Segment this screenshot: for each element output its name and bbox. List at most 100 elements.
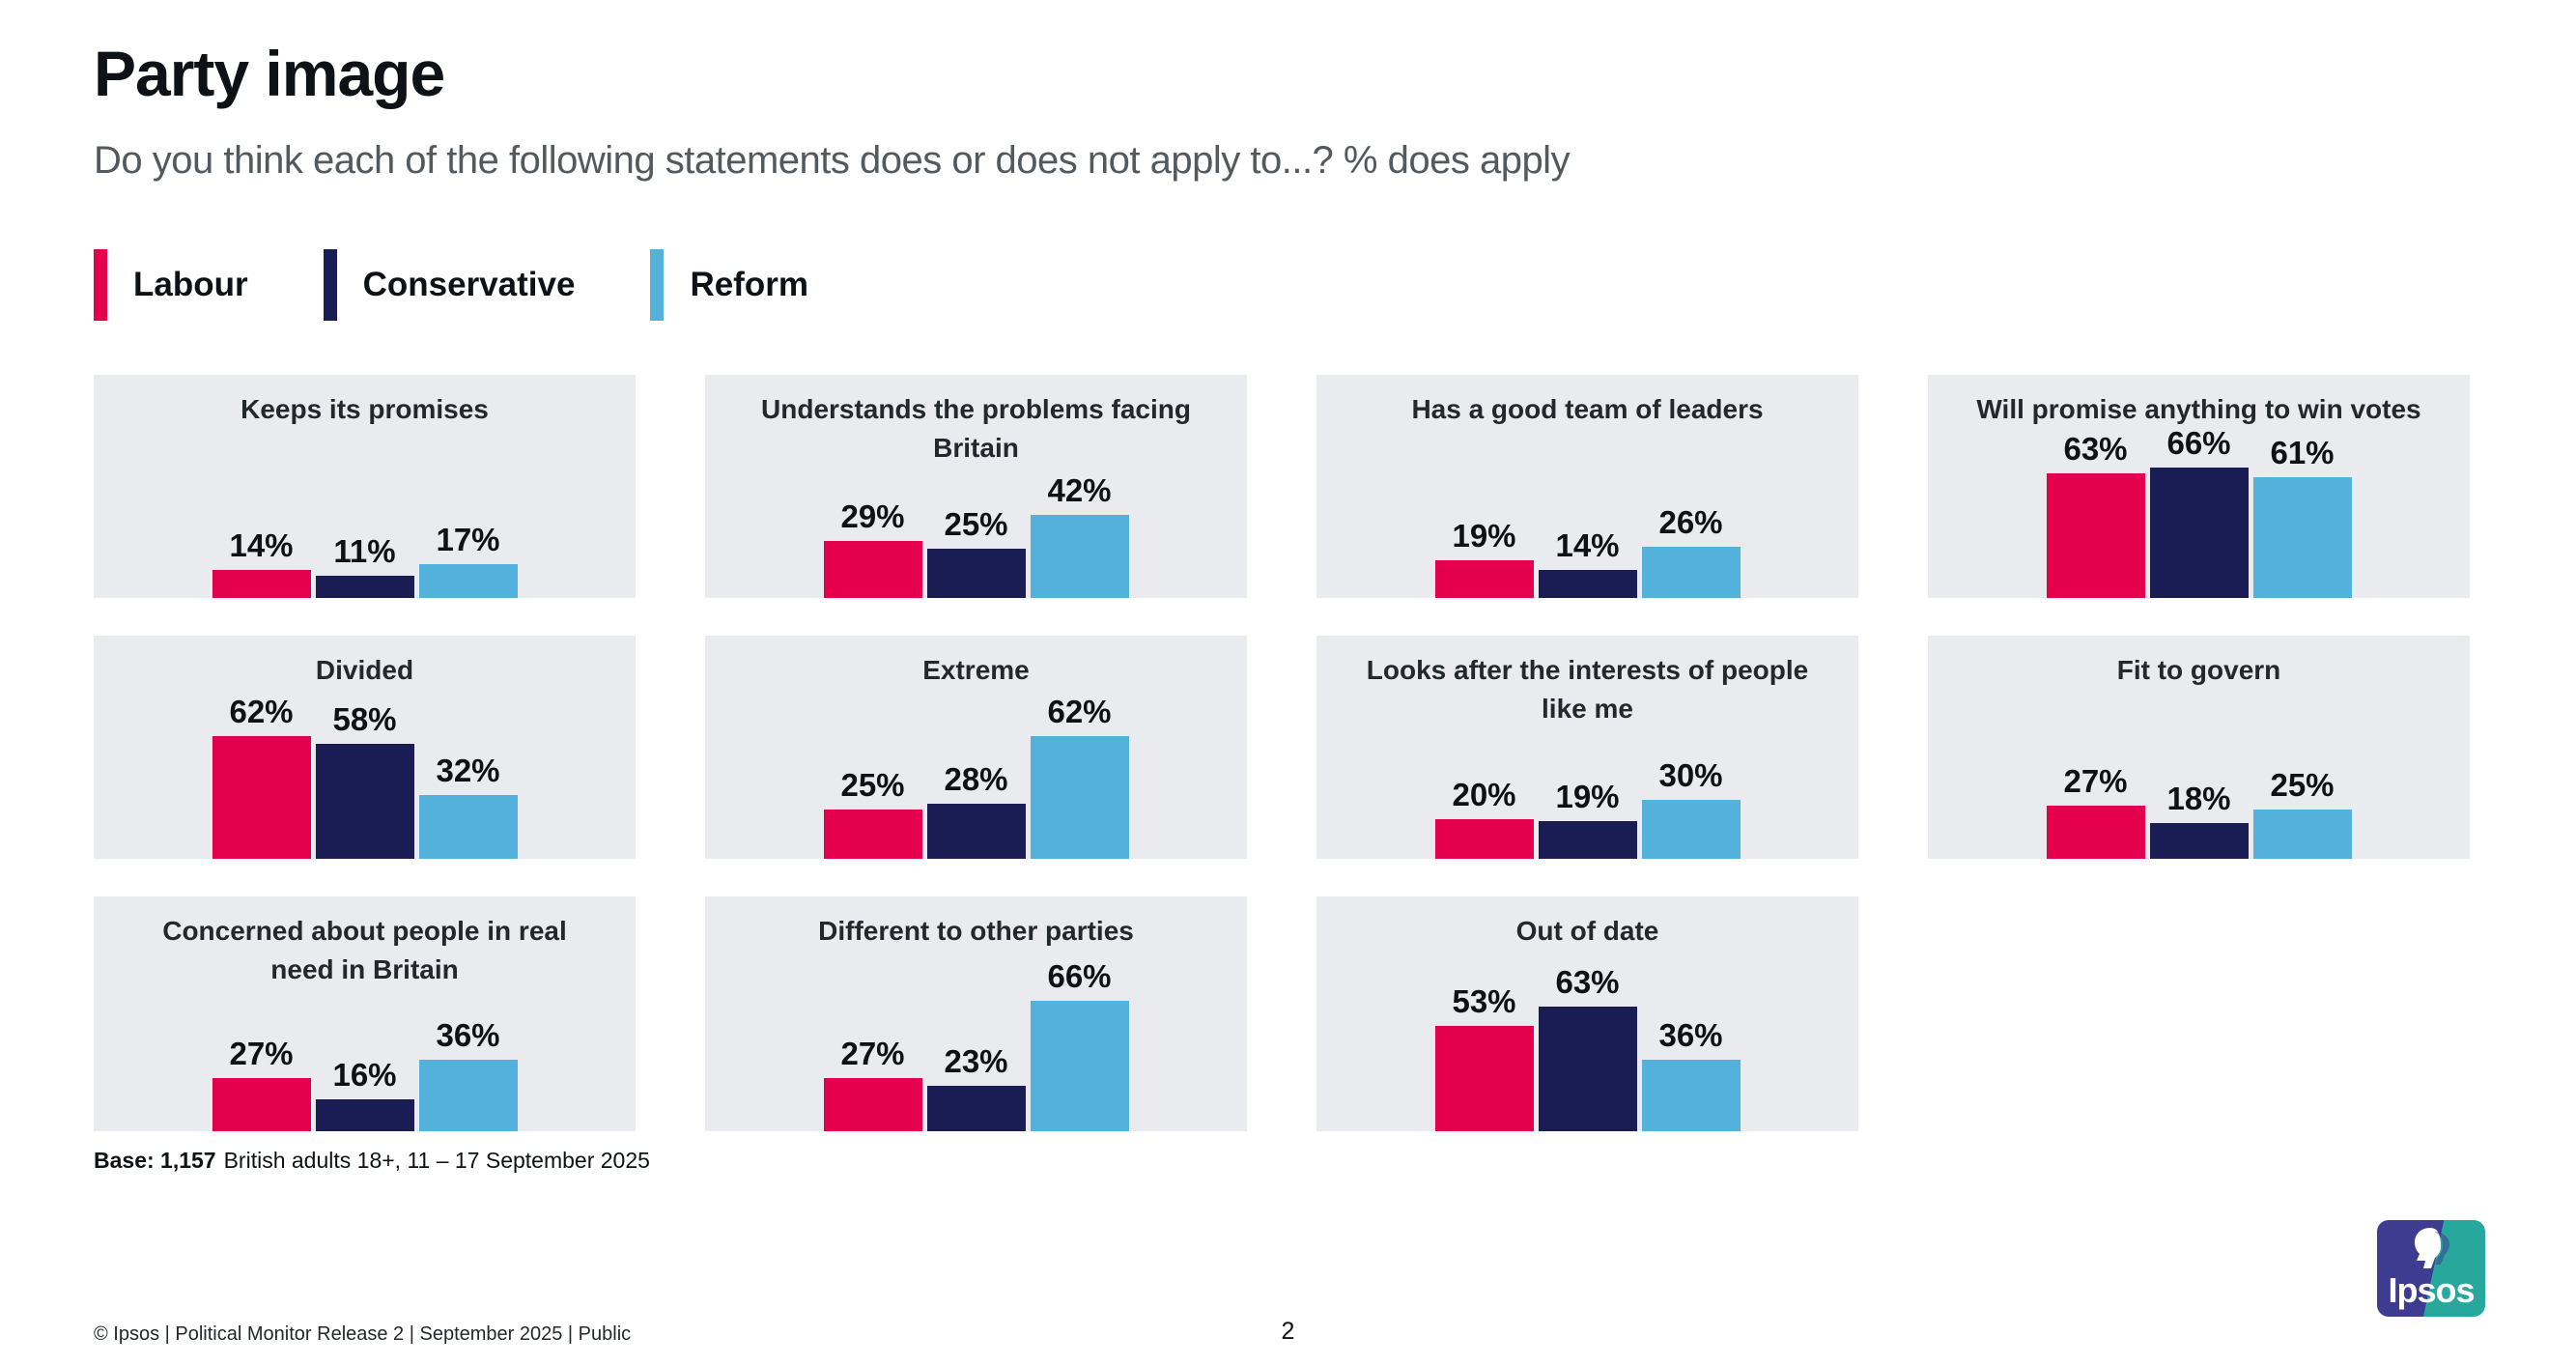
bar-group-labour: 53% (1434, 983, 1534, 1131)
bar-group-labour: 14% (212, 527, 311, 598)
bar-conservative (315, 576, 414, 598)
bar-group-reform: 36% (1641, 1017, 1741, 1131)
chart-panel: Out of date 53% 63% 36% (1316, 896, 1858, 1131)
bar-value-reform: 62% (1047, 694, 1112, 729)
bar-value-conservative: 23% (944, 1043, 1008, 1079)
bars-row: 27% 18% 25% (1928, 763, 2470, 859)
legend-item-conservative: Conservative (323, 249, 575, 321)
bar-labour (823, 541, 922, 598)
bar-labour (823, 810, 922, 859)
page-title: Party image (94, 38, 445, 109)
bar-conservative (2149, 823, 2249, 859)
charts-grid: Keeps its promises 14% 11% 17% Understands t… (94, 375, 2470, 1131)
bars-row: 20% 19% 30% (1316, 757, 1858, 859)
chart-panel: Concerned about people in real need in B… (94, 896, 636, 1131)
bars-row: 25% 28% 62% (705, 694, 1247, 859)
chart-panel: Extreme 25% 28% 62% (705, 636, 1247, 859)
base-note: Base: 1,157 British adults 18+, 11 – 17 S… (94, 1148, 650, 1174)
bar-reform (1641, 1060, 1741, 1131)
bar-group-reform: 61% (2252, 435, 2352, 598)
bar-group-reform: 17% (418, 522, 518, 598)
bar-value-reform: 61% (2270, 435, 2335, 470)
bar-value-reform: 32% (436, 753, 500, 788)
bar-value-reform: 36% (436, 1017, 500, 1053)
chart-panel: Understands the problems facing Britain 2… (705, 375, 1247, 598)
bar-labour (1434, 1026, 1534, 1131)
bar-value-conservative: 58% (332, 701, 397, 737)
bar-group-reform: 36% (418, 1017, 518, 1131)
bar-value-conservative: 28% (944, 761, 1008, 797)
bar-group-conservative: 23% (926, 1043, 1026, 1131)
legend-label: Reform (690, 266, 808, 303)
chart-panel: Keeps its promises 14% 11% 17% (94, 375, 636, 598)
bar-value-labour: 19% (1452, 518, 1516, 554)
bar-conservative (315, 744, 414, 859)
bar-group-conservative: 19% (1538, 779, 1637, 859)
bar-value-conservative: 14% (1555, 527, 1620, 563)
bar-group-conservative: 63% (1538, 964, 1637, 1131)
bar-group-labour: 27% (2046, 763, 2145, 859)
bar-group-conservative: 11% (315, 533, 414, 598)
bar-conservative (926, 804, 1026, 859)
bar-value-labour: 29% (840, 498, 905, 534)
bar-value-labour: 27% (2063, 763, 2128, 799)
ipsos-logo: Ipsos (2377, 1220, 2485, 1317)
base-note-rest: British adults 18+, 11 – 17 September 20… (223, 1148, 650, 1173)
chart-panel: Fit to govern 27% 18% 25% (1928, 636, 2470, 859)
legend-item-labour: Labour (94, 249, 248, 321)
chart-title: Looks after the interests of people like… (1366, 655, 1809, 724)
bar-reform (418, 795, 518, 859)
bar-value-labour: 27% (229, 1036, 294, 1071)
ipsos-heads-icon (2415, 1228, 2449, 1268)
legend-item-reform: Reform (650, 249, 808, 321)
bar-group-labour: 29% (823, 498, 922, 598)
chart-title: Out of date (1515, 916, 1659, 946)
bar-reform (1641, 547, 1741, 598)
bars-row: 14% 11% 17% (94, 522, 636, 598)
footer-copyright: © Ipsos | Political Monitor Release 2 | … (94, 1323, 632, 1345)
bar-reform (418, 564, 518, 598)
bar-group-reform: 32% (418, 753, 518, 859)
bar-value-labour: 14% (229, 527, 294, 563)
question-subtitle: Do you think each of the following state… (94, 139, 1571, 182)
chart-title: Extreme (922, 655, 1030, 685)
bar-labour (2046, 806, 2145, 859)
bar-group-conservative: 16% (315, 1057, 414, 1131)
bars-row: 53% 63% 36% (1316, 964, 1858, 1131)
legend-color-chip-reform (650, 249, 665, 321)
bar-labour (1434, 560, 1534, 598)
bar-conservative (2149, 468, 2249, 598)
bar-group-labour: 62% (212, 694, 311, 859)
bars-row: 27% 16% 36% (94, 1017, 636, 1131)
chart-panel: Has a good team of leaders 19% 14% 26% (1316, 375, 1858, 598)
chart-title: Fit to govern (2116, 655, 2281, 685)
bar-group-conservative: 18% (2149, 781, 2249, 859)
bar-group-conservative: 14% (1538, 527, 1637, 598)
bar-value-labour: 63% (2063, 431, 2128, 467)
bar-labour (212, 1078, 311, 1131)
legend-color-chip-conservative (323, 249, 337, 321)
bar-value-conservative: 63% (1555, 964, 1620, 1000)
bar-group-labour: 63% (2046, 431, 2145, 598)
bar-reform (1030, 1001, 1129, 1131)
bars-row: 29% 25% 42% (705, 472, 1247, 598)
legend: Labour Conservative Reform (94, 249, 808, 321)
bar-labour (212, 736, 311, 859)
bar-conservative (315, 1099, 414, 1131)
chart-title: Keeps its promises (241, 394, 489, 424)
header: Party image Do you think each of the fol… (94, 37, 1571, 183)
bar-group-labour: 19% (1434, 518, 1534, 598)
bar-group-labour: 25% (823, 767, 922, 859)
bar-value-reform: 36% (1658, 1017, 1723, 1053)
chart-title: Concerned about people in real need in B… (162, 916, 567, 984)
bar-value-conservative: 66% (2166, 425, 2231, 461)
bar-value-labour: 20% (1452, 777, 1516, 812)
bar-value-reform: 30% (1658, 757, 1723, 793)
bar-group-reform: 30% (1641, 757, 1741, 859)
bar-value-conservative: 18% (2166, 781, 2231, 816)
bar-group-reform: 26% (1641, 504, 1741, 598)
bar-value-conservative: 16% (332, 1057, 397, 1093)
bar-labour (823, 1078, 922, 1131)
bar-reform (2252, 477, 2352, 598)
bar-value-reform: 17% (436, 522, 500, 557)
